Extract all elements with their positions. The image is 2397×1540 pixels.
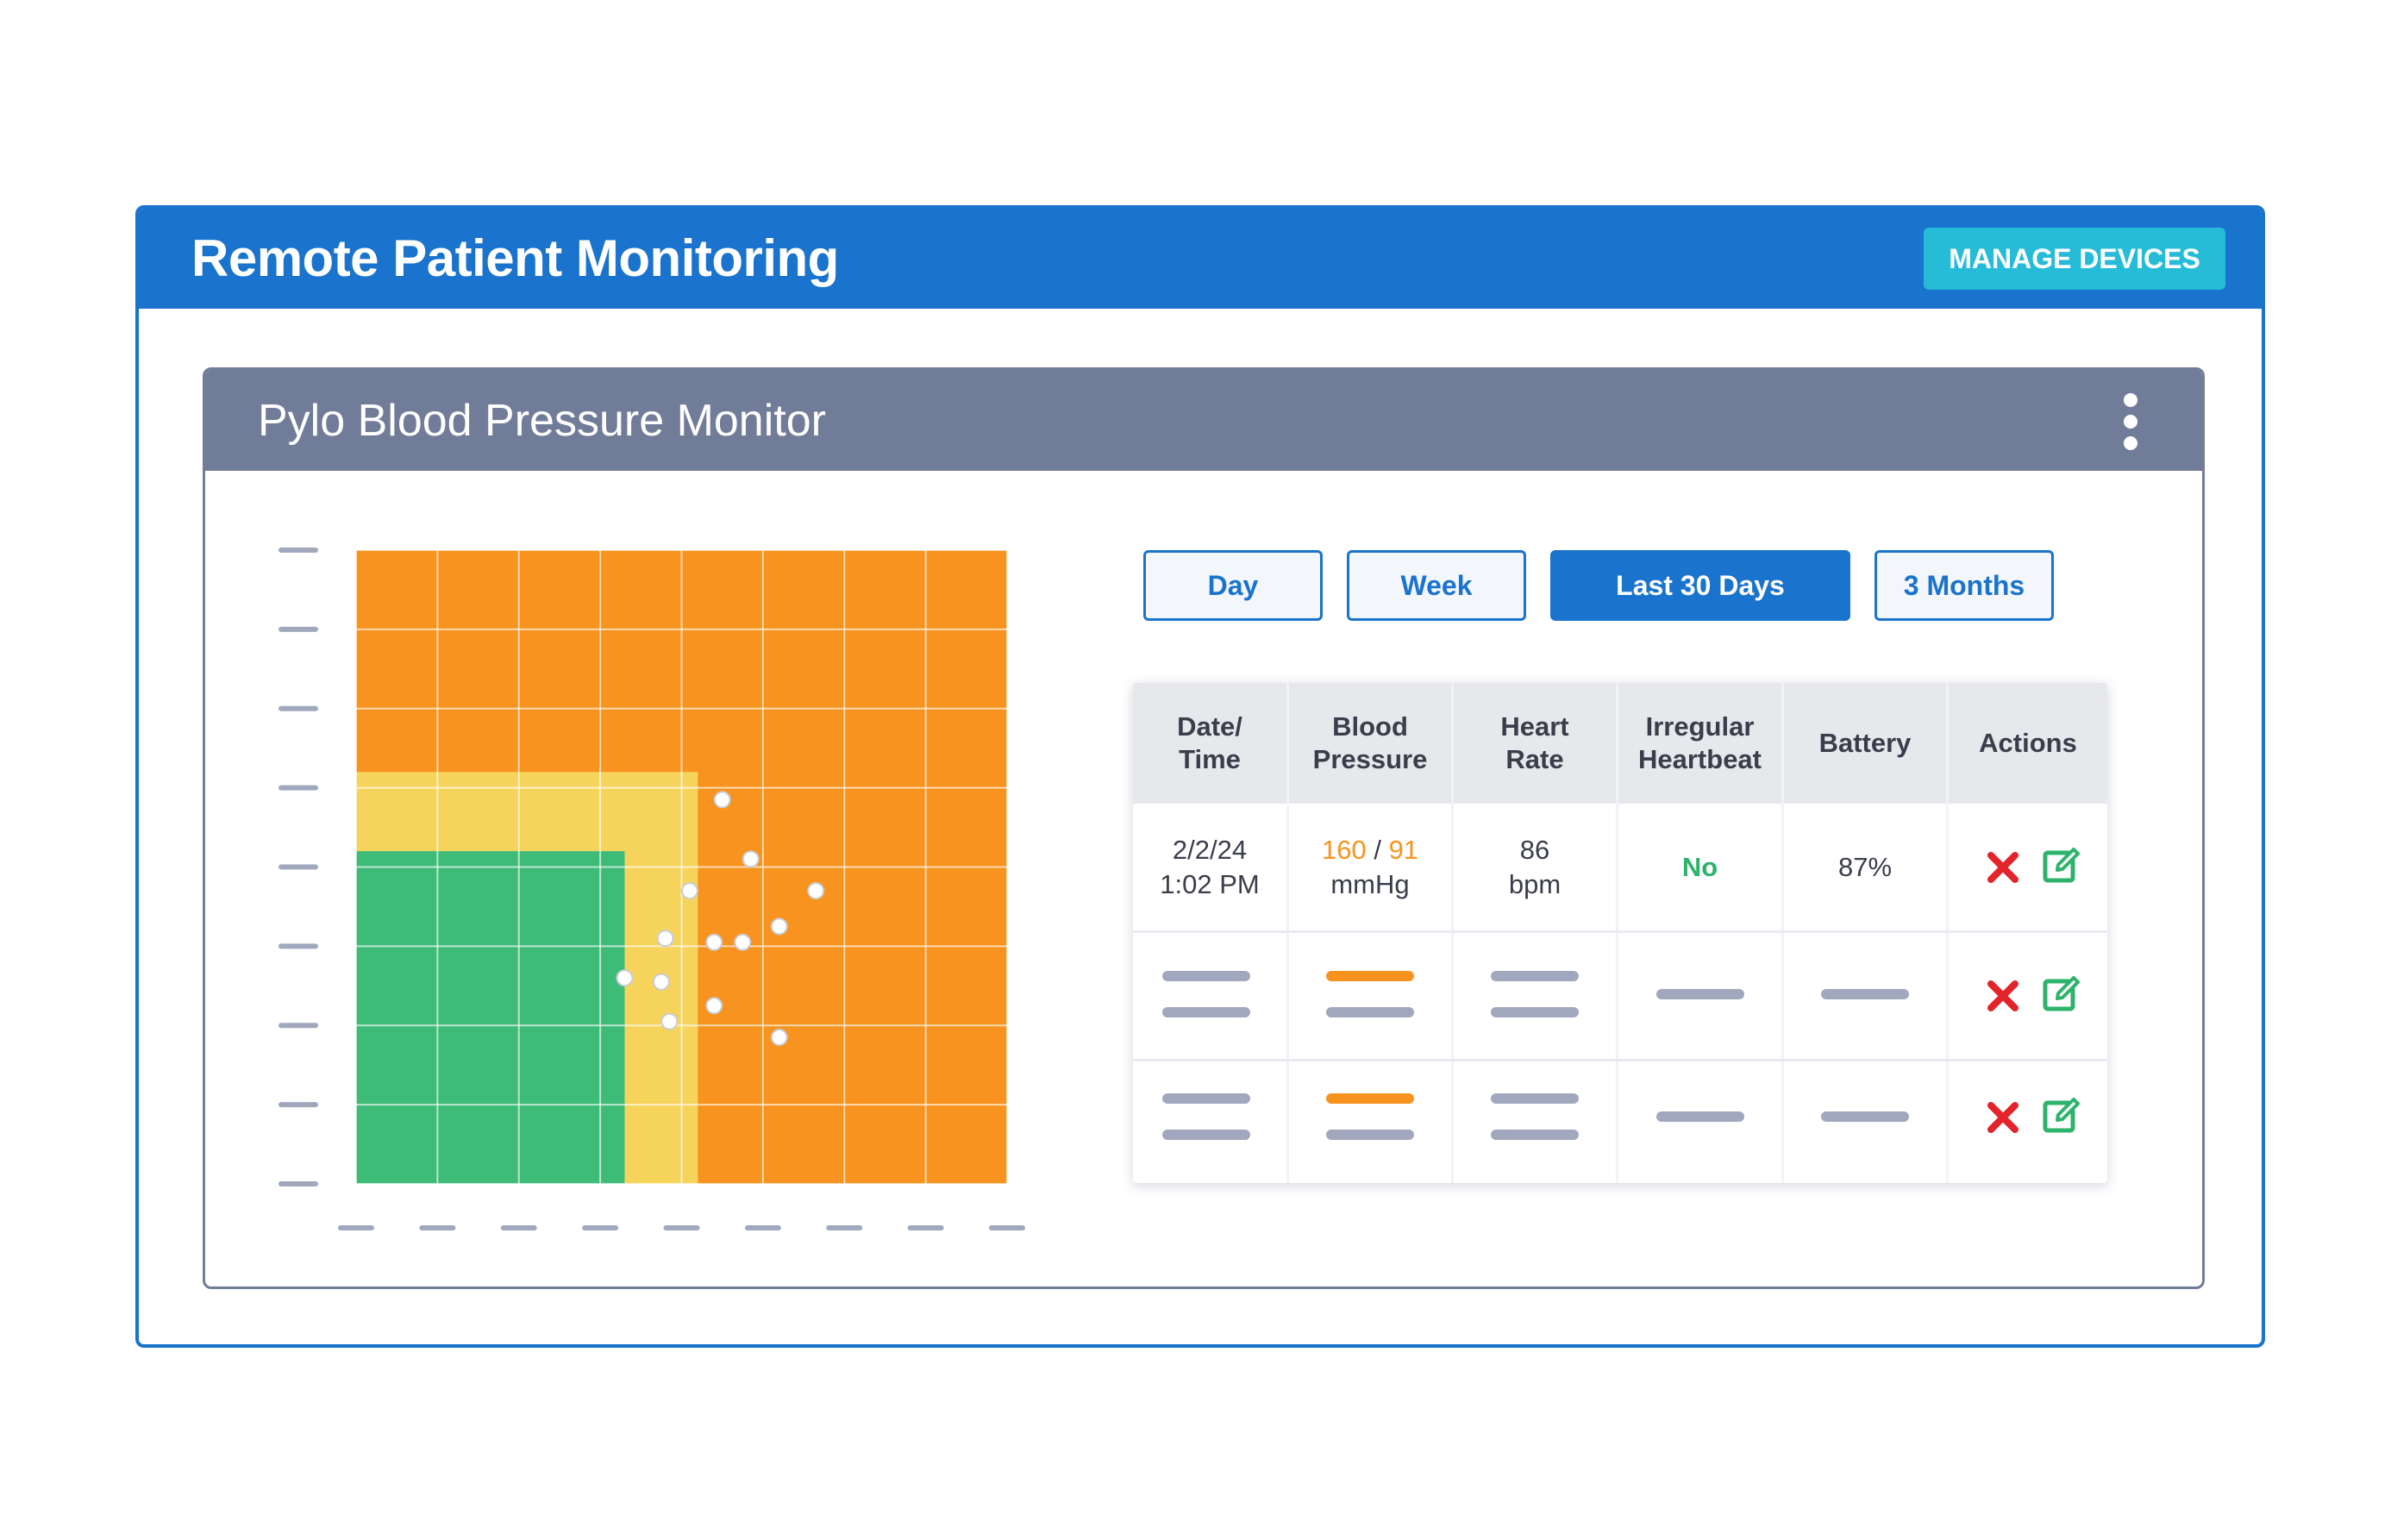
bp-separator: / <box>1374 834 1381 865</box>
header-blood-pressure: Blood Pressure <box>1289 683 1451 804</box>
header-date-time: Date/Time <box>1133 683 1286 804</box>
cell-irregular-heartbeat: No <box>1618 804 1781 930</box>
app-header: Remote Patient Monitoring MANAGE DEVICES <box>139 209 2262 309</box>
data-point <box>616 969 634 987</box>
placeholder-bar <box>1821 1111 1909 1122</box>
more-options-icon[interactable] <box>2118 391 2144 452</box>
data-point <box>713 791 731 809</box>
placeholder-bar <box>1656 989 1744 999</box>
column-divider <box>1286 683 1289 1183</box>
row-divider <box>1133 1059 2107 1061</box>
placeholder-bar <box>1162 971 1250 981</box>
data-point <box>705 933 723 951</box>
app-title: Remote Patient Monitoring <box>191 229 839 287</box>
tab-week[interactable]: Week <box>1347 550 1526 621</box>
placeholder-bar <box>1491 1007 1579 1017</box>
cell-heart-rate: 86 bpm <box>1454 804 1616 930</box>
header-heart-rate: Heart Rate <box>1454 683 1616 804</box>
header-line: Battery <box>1818 728 1912 758</box>
header-line: Date/ <box>1177 711 1242 742</box>
column-divider <box>1451 683 1454 1183</box>
placeholder-bar <box>1326 1007 1414 1017</box>
column-divider <box>1946 683 1949 1183</box>
delete-icon[interactable] <box>1982 975 2024 1017</box>
zone-normal <box>356 851 625 1184</box>
header-line: Pressure <box>1312 744 1428 774</box>
header-battery: Battery <box>1784 683 1946 804</box>
header-line: Irregular <box>1645 711 1755 742</box>
card-title: Pylo Blood Pressure Monitor <box>258 396 826 446</box>
placeholder-bar <box>1656 1111 1744 1122</box>
header-line: Time <box>1179 744 1241 774</box>
header-actions: Actions <box>1949 683 2107 804</box>
data-point <box>680 882 698 900</box>
data-point <box>734 933 752 951</box>
placeholder-bar <box>1491 1093 1579 1104</box>
column-divider <box>1781 683 1784 1183</box>
irregular-value: No <box>1681 851 1718 882</box>
kebab-dot <box>2124 436 2137 450</box>
systolic-value: 160 <box>1321 834 1367 865</box>
data-point <box>656 930 674 948</box>
manage-devices-button[interactable]: MANAGE DEVICES <box>1924 228 2225 290</box>
battery-value: 87% <box>1837 851 1893 882</box>
date-text: 2/2/24 <box>1172 834 1248 865</box>
table-header <box>1133 683 2107 804</box>
bp-reading: 160 / 91 <box>1322 833 1418 867</box>
time-text: 1:02 PM <box>1160 868 1260 899</box>
readings-table: Date/Time Blood Pressure Heart Rate Irregu… <box>1133 683 2107 1183</box>
cell-blood-pressure: 160 / 91 mmHg <box>1289 804 1451 930</box>
device-card: Pylo Blood Pressure Monitor Day Week Las… <box>203 367 2205 1289</box>
header-line: Actions <box>1979 728 2077 758</box>
bp-unit: mmHg <box>1330 868 1410 899</box>
app-window: Remote Patient Monitoring MANAGE DEVICES… <box>135 205 2265 1348</box>
placeholder-bar <box>1491 1130 1579 1140</box>
data-point <box>770 917 788 936</box>
diastolic-value: 91 <box>1388 834 1419 865</box>
data-point <box>652 973 670 991</box>
edit-icon[interactable] <box>2041 1095 2082 1136</box>
data-point <box>660 1012 679 1030</box>
placeholder-bar <box>1326 1093 1414 1104</box>
placeholder-bar <box>1162 1093 1250 1104</box>
tab-3-months[interactable]: 3 Months <box>1874 550 2054 621</box>
placeholder-bar <box>1326 1130 1414 1140</box>
header-line: Heart <box>1500 711 1569 742</box>
header-line: Rate <box>1505 744 1564 774</box>
data-point <box>770 1029 788 1047</box>
tab-last-30-days[interactable]: Last 30 Days <box>1550 550 1850 621</box>
delete-icon[interactable] <box>1982 847 2024 888</box>
column-divider <box>1616 683 1618 1183</box>
placeholder-bar <box>1162 1130 1250 1140</box>
card-header: Pylo Blood Pressure Monitor <box>205 370 2202 471</box>
delete-icon[interactable] <box>1982 1097 2024 1138</box>
heart-rate-unit: bpm <box>1508 868 1561 899</box>
cell-battery: 87% <box>1784 804 1946 930</box>
data-point <box>705 997 723 1015</box>
data-point <box>742 850 760 868</box>
data-point <box>807 882 825 900</box>
kebab-dot <box>2124 415 2137 429</box>
header-line: Heartbeat <box>1638 744 1762 774</box>
header-line: Blood <box>1332 711 1408 742</box>
placeholder-bar <box>1326 971 1414 981</box>
header-irregular-heartbeat: Irregular Heartbeat <box>1618 683 1781 804</box>
bp-scatter-chart <box>279 548 1025 1230</box>
edit-icon[interactable] <box>2041 845 2082 886</box>
tab-day[interactable]: Day <box>1143 550 1323 621</box>
edit-icon[interactable] <box>2041 973 2082 1015</box>
cell-date-time: 2/2/24 1:02 PM <box>1133 804 1286 930</box>
placeholder-bar <box>1821 989 1909 999</box>
placeholder-bar <box>1162 1007 1250 1017</box>
kebab-dot <box>2124 393 2137 407</box>
heart-rate-value: 86 <box>1519 834 1550 865</box>
row-divider <box>1133 930 2107 933</box>
placeholder-bar <box>1491 971 1579 981</box>
